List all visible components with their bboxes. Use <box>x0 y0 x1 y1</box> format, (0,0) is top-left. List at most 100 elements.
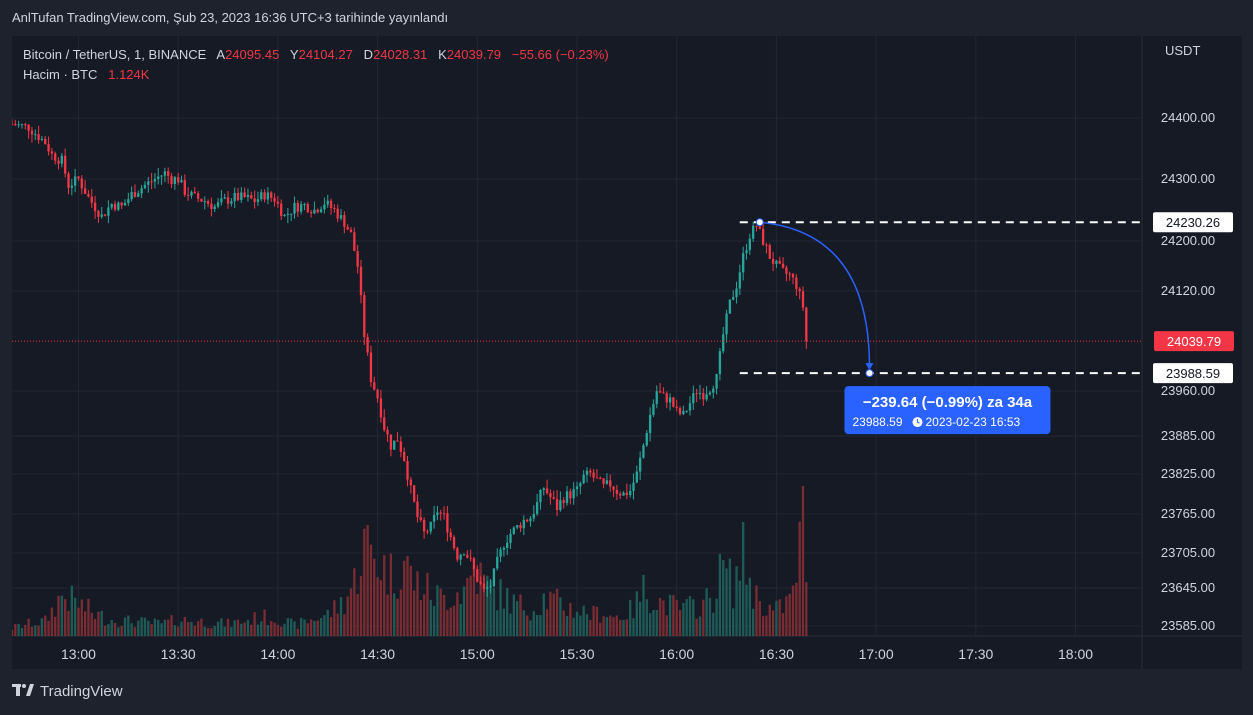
volume-bar <box>545 609 549 636</box>
volume-bar <box>303 619 306 636</box>
volume-bar <box>612 617 615 636</box>
price-chart[interactable]: −239.64 (−0.99%) za 34a 23988.59 2023-02-2… <box>12 36 1242 669</box>
volume-bar <box>622 619 625 636</box>
price-tick-label: 23960.00 <box>1161 383 1215 398</box>
candle-body <box>389 434 393 450</box>
volume-bar <box>200 618 203 636</box>
volume-bar <box>37 625 40 636</box>
volume-bar <box>157 619 160 636</box>
candle-body <box>559 500 562 511</box>
price-tick-label: 23645.00 <box>1161 580 1215 595</box>
volume-bar <box>363 528 366 636</box>
candle-body <box>87 194 90 197</box>
volume-bar <box>569 602 572 636</box>
time-tick-label: 17:30 <box>958 646 993 662</box>
candle-body <box>738 272 742 289</box>
volume-bar <box>795 582 798 636</box>
currency-label[interactable]: USDT <box>1165 43 1201 58</box>
volume-bar <box>376 577 379 636</box>
candle-body <box>499 549 502 557</box>
volume-bar <box>150 624 153 636</box>
candle-body <box>263 192 266 200</box>
volume-label[interactable]: Hacim · BTC <box>23 67 98 82</box>
volume-bar <box>496 610 499 636</box>
candle-body <box>625 492 629 496</box>
volume-bar <box>695 618 698 636</box>
volume-bar <box>502 608 506 636</box>
candle-body <box>629 490 632 496</box>
volume-value: 1.124K <box>108 67 150 82</box>
volume-bar <box>137 620 140 636</box>
volume-bar <box>449 607 452 636</box>
candle-body <box>775 260 778 264</box>
volume-bar <box>555 588 559 636</box>
candle-body <box>569 491 572 499</box>
candle-body <box>525 519 529 522</box>
volume-bar <box>389 553 393 636</box>
volume-bar <box>785 596 788 636</box>
candle-body <box>552 497 555 499</box>
candle-body <box>286 213 290 215</box>
volume-bar <box>323 615 326 636</box>
candle-body <box>781 263 785 268</box>
symbol-label[interactable]: Bitcoin / TetherUS, 1, BINANCE <box>23 47 207 62</box>
candle-body <box>213 206 216 209</box>
candle-body <box>157 176 160 180</box>
volume-bar <box>722 560 725 636</box>
price-tick-label: 23765.00 <box>1161 506 1215 521</box>
time-tick-label: 13:30 <box>161 646 196 662</box>
candle-body <box>113 203 117 210</box>
range-arrow <box>759 221 871 368</box>
volume-bar <box>44 615 47 636</box>
volume-bar <box>366 525 369 636</box>
candle-body <box>260 192 263 200</box>
candle-body <box>619 493 622 496</box>
candle-body <box>592 472 595 478</box>
candle-body <box>486 587 489 589</box>
volume-bar <box>77 607 80 636</box>
time-tick-label: 14:00 <box>260 646 295 662</box>
candle-body <box>57 160 60 164</box>
candle-body <box>17 124 20 126</box>
candle-body <box>562 500 565 504</box>
candle-body <box>579 483 582 487</box>
volume-bar <box>17 623 20 636</box>
volume-bar <box>20 627 24 636</box>
volume-bar <box>805 582 808 636</box>
volume-bar <box>97 611 100 636</box>
candle-body <box>549 493 552 498</box>
time-axis[interactable]: 13:00 13:30 14:00 14:30 15:00 15:30 16:00 16:30… <box>61 646 1093 662</box>
candle-body <box>419 517 422 520</box>
candle-body <box>539 489 542 503</box>
chart-pane[interactable]: −239.64 (−0.99%) za 34a 23988.59 2023-02-2… <box>12 36 1242 669</box>
candle-body <box>83 188 87 195</box>
candle-body <box>632 482 635 491</box>
candle-body <box>436 512 439 516</box>
candle-body <box>226 197 230 204</box>
candle-body <box>123 203 127 206</box>
candle-body <box>702 392 705 400</box>
candle-body <box>496 556 499 569</box>
candle-body <box>77 176 80 179</box>
candle-body <box>732 296 735 300</box>
candle-body <box>665 393 668 403</box>
volume-bar <box>30 626 34 636</box>
candle-body <box>363 295 366 337</box>
candle-body <box>336 208 339 219</box>
volume-bar <box>113 622 117 636</box>
price-axis[interactable]: 24400.00 24300.00 24200.00 24120.00 23960.00… <box>1153 110 1234 633</box>
close-value: 24039.79 <box>446 47 502 62</box>
volume-bars <box>12 486 808 636</box>
candle-body <box>34 134 37 136</box>
volume-bar <box>263 609 266 636</box>
candle-body <box>329 200 333 208</box>
volume-bar <box>422 594 426 636</box>
volume-bar <box>67 610 70 636</box>
candle-body <box>313 209 316 214</box>
volume-bar <box>406 555 409 636</box>
candle-body <box>183 180 186 195</box>
candle-body <box>512 527 516 534</box>
candle-body <box>223 197 226 199</box>
volume-bar <box>648 613 652 636</box>
candle-body <box>40 138 44 140</box>
